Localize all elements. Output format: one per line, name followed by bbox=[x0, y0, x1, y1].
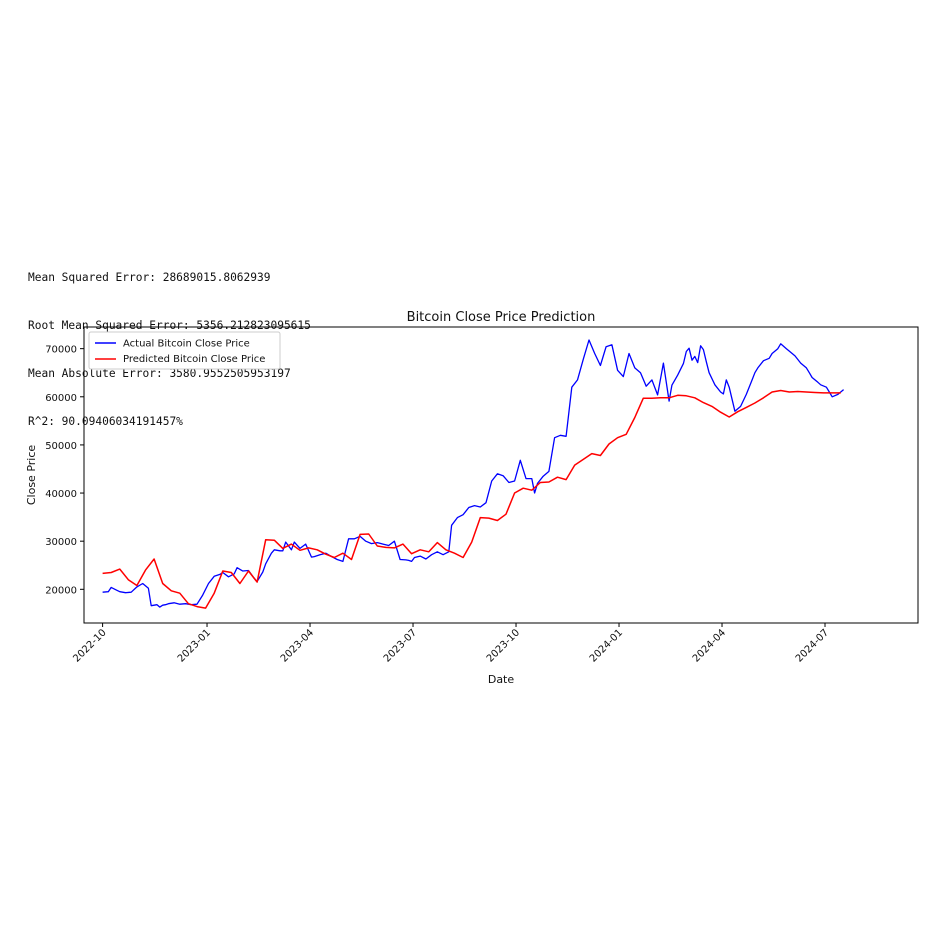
chart-title: Bitcoin Close Price Prediction bbox=[407, 310, 596, 325]
x-tick-label: 2024-04 bbox=[691, 627, 728, 664]
y-axis-label: Close Price bbox=[25, 445, 38, 506]
y-tick-label: 60000 bbox=[45, 393, 77, 404]
legend-label-actual: Actual Bitcoin Close Price bbox=[123, 339, 250, 350]
legend: Actual Bitcoin Close Price Predicted Bit… bbox=[89, 332, 280, 369]
y-tick-label: 30000 bbox=[45, 537, 77, 548]
axes-layer: 20000 30000 40000 50000 60000 70000 2022-10 202… bbox=[45, 345, 831, 665]
x-tick-label: 2023-01 bbox=[176, 627, 213, 664]
legend-label-predicted: Predicted Bitcoin Close Price bbox=[123, 354, 265, 365]
x-tick-label: 2022-10 bbox=[71, 627, 108, 664]
y-tick-label: 70000 bbox=[45, 345, 77, 356]
y-tick-label: 40000 bbox=[45, 489, 77, 500]
x-axis-label: Date bbox=[488, 673, 515, 686]
x-tick-label: 2023-10 bbox=[485, 627, 522, 664]
predicted-price-line bbox=[103, 391, 841, 609]
actual-price-line bbox=[103, 340, 844, 607]
y-tick-label: 20000 bbox=[45, 585, 77, 596]
x-tick-label: 2024-01 bbox=[588, 627, 625, 664]
y-tick-label: 50000 bbox=[45, 441, 77, 452]
x-tick-label: 2023-04 bbox=[279, 627, 316, 664]
x-tick-label: 2023-07 bbox=[382, 627, 419, 664]
x-tick-label: 2024-07 bbox=[794, 627, 831, 664]
series-layer bbox=[103, 340, 844, 608]
